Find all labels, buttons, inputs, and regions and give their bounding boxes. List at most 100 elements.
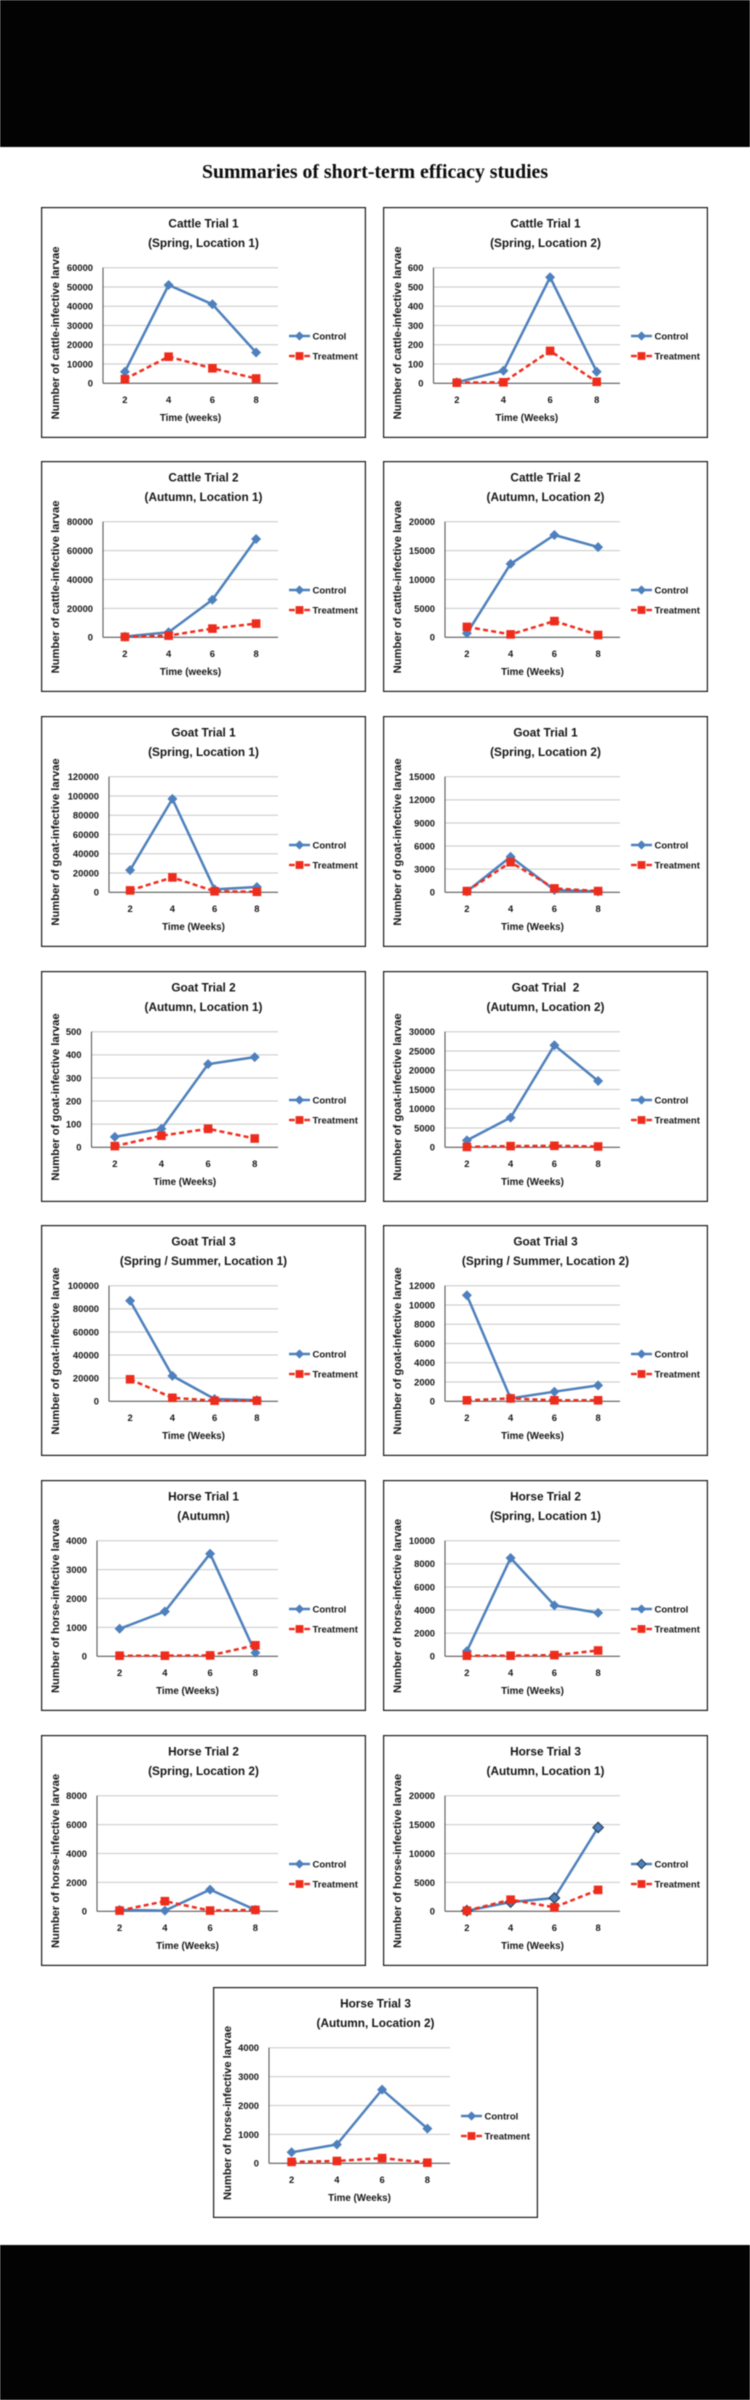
- svg-text:4000: 4000: [66, 1848, 87, 1859]
- svg-text:4: 4: [162, 1667, 168, 1678]
- svg-text:100: 100: [408, 358, 424, 369]
- svg-text:0: 0: [418, 378, 423, 389]
- svg-text:25000: 25000: [409, 1045, 435, 1056]
- svg-text:Time (weeks): Time (weeks): [160, 413, 221, 424]
- svg-text:0: 0: [88, 378, 93, 389]
- svg-text:2: 2: [464, 648, 469, 659]
- svg-text:6: 6: [205, 1158, 210, 1169]
- svg-text:Time (Weeks): Time (Weeks): [162, 1431, 225, 1442]
- svg-text:Treatment: Treatment: [313, 1625, 359, 1636]
- svg-text:4000: 4000: [66, 1535, 87, 1546]
- svg-text:0: 0: [76, 1142, 81, 1153]
- svg-text:600: 600: [408, 262, 424, 273]
- svg-text:2: 2: [288, 2174, 293, 2185]
- svg-text:8: 8: [595, 1667, 600, 1678]
- svg-text:Number of goat-infective larva: Number of goat-infective larvae: [392, 758, 404, 925]
- svg-text:Treatment: Treatment: [484, 2132, 530, 2143]
- svg-text:20000: 20000: [409, 516, 435, 527]
- svg-text:Number of horse-infective larv: Number of horse-infective larvae: [392, 1519, 404, 1693]
- svg-text:500: 500: [66, 1026, 82, 1037]
- svg-text:10000: 10000: [409, 1299, 435, 1310]
- svg-text:Treatment: Treatment: [313, 1116, 359, 1127]
- svg-text:Time (Weeks): Time (Weeks): [501, 1941, 564, 1952]
- svg-text:6: 6: [212, 903, 217, 914]
- svg-text:3000: 3000: [414, 864, 435, 875]
- svg-text:400: 400: [66, 1049, 82, 1060]
- svg-text:Number of cattle-infective lar: Number of cattle-infective larvae: [50, 501, 62, 674]
- svg-text:(Spring, Location 1): (Spring, Location 1): [148, 745, 259, 759]
- svg-text:10000: 10000: [409, 574, 435, 585]
- svg-text:(Spring / Summer, Location 2): (Spring / Summer, Location 2): [462, 1254, 629, 1268]
- svg-text:Goat Trial 1: Goat Trial 1: [513, 726, 578, 740]
- svg-text:4: 4: [508, 1922, 514, 1933]
- svg-text:Control: Control: [655, 841, 689, 852]
- svg-text:(Spring / Summer, Location 1): (Spring / Summer, Location 1): [120, 1254, 287, 1268]
- svg-text:Goat Trial 1: Goat Trial 1: [171, 726, 236, 740]
- svg-text:12000: 12000: [409, 794, 435, 805]
- svg-text:40000: 40000: [67, 301, 93, 312]
- svg-text:Number of cattle-infective lar: Number of cattle-infective larvae: [392, 247, 404, 420]
- svg-text:9000: 9000: [414, 817, 435, 828]
- svg-text:8: 8: [254, 903, 259, 914]
- svg-text:Number of goat-infective larva: Number of goat-infective larvae: [392, 1267, 404, 1434]
- svg-text:Cattle Trial 1: Cattle Trial 1: [168, 217, 239, 231]
- svg-text:200: 200: [66, 1095, 82, 1106]
- svg-text:Control: Control: [313, 1350, 347, 1361]
- svg-text:Treatment: Treatment: [655, 1625, 701, 1636]
- svg-text:300: 300: [66, 1072, 82, 1083]
- svg-text:Treatment: Treatment: [313, 606, 359, 617]
- svg-text:8: 8: [595, 903, 600, 914]
- svg-text:6: 6: [212, 1412, 217, 1423]
- svg-text:1000: 1000: [238, 2129, 259, 2140]
- svg-text:(Spring, Location 1): (Spring, Location 1): [148, 236, 259, 250]
- svg-text:Time (Weeks): Time (Weeks): [501, 922, 564, 933]
- svg-text:300: 300: [408, 320, 424, 331]
- svg-text:(Autumn, Location 2): (Autumn, Location 2): [316, 2016, 434, 2030]
- svg-text:2: 2: [464, 903, 469, 914]
- svg-text:2: 2: [112, 1158, 117, 1169]
- svg-text:8000: 8000: [414, 1319, 435, 1330]
- svg-text:2: 2: [464, 1922, 469, 1933]
- svg-text:Treatment: Treatment: [655, 861, 701, 872]
- svg-text:8: 8: [595, 1922, 600, 1933]
- svg-text:2: 2: [122, 648, 127, 659]
- svg-text:0: 0: [430, 1396, 435, 1407]
- svg-text:8: 8: [253, 1667, 258, 1678]
- svg-text:4: 4: [334, 2174, 340, 2185]
- svg-text:2000: 2000: [414, 1628, 435, 1639]
- svg-text:3000: 3000: [238, 2071, 259, 2082]
- svg-text:2: 2: [127, 903, 132, 914]
- svg-text:6: 6: [552, 1667, 557, 1678]
- svg-text:0: 0: [94, 887, 99, 898]
- svg-text:2: 2: [464, 1667, 469, 1678]
- svg-text:Control: Control: [313, 1605, 347, 1616]
- svg-text:8: 8: [595, 1158, 600, 1169]
- svg-text:Control: Control: [655, 1096, 689, 1107]
- svg-text:0: 0: [253, 2158, 258, 2169]
- svg-text:500: 500: [408, 281, 424, 292]
- svg-text:0: 0: [88, 632, 93, 643]
- svg-text:1000: 1000: [66, 1622, 87, 1633]
- svg-text:4000: 4000: [414, 1604, 435, 1615]
- svg-text:Treatment: Treatment: [655, 352, 701, 363]
- svg-text:Time (Weeks): Time (Weeks): [156, 1941, 219, 1952]
- svg-text:8: 8: [253, 648, 258, 659]
- svg-text:2: 2: [117, 1922, 122, 1933]
- svg-text:60000: 60000: [67, 262, 93, 273]
- svg-text:15000: 15000: [409, 1819, 435, 1830]
- svg-text:4: 4: [170, 1412, 176, 1423]
- svg-text:Cattle Trial 2: Cattle Trial 2: [510, 471, 581, 485]
- svg-text:8: 8: [424, 2174, 429, 2185]
- svg-text:Control: Control: [655, 1605, 689, 1616]
- svg-text:200: 200: [408, 339, 424, 350]
- svg-text:6: 6: [210, 394, 215, 405]
- svg-text:Goat Trial 2: Goat Trial 2: [171, 981, 236, 995]
- svg-text:2: 2: [117, 1667, 122, 1678]
- svg-text:(Spring, Location 2): (Spring, Location 2): [148, 1764, 259, 1778]
- svg-text:(Autumn, Location 2): (Autumn, Location 2): [487, 490, 605, 504]
- svg-text:2000: 2000: [66, 1877, 87, 1888]
- svg-text:(Spring, Location 2): (Spring, Location 2): [490, 236, 601, 250]
- svg-text:15000: 15000: [409, 545, 435, 556]
- svg-text:4: 4: [508, 1412, 514, 1423]
- svg-text:6: 6: [552, 648, 557, 659]
